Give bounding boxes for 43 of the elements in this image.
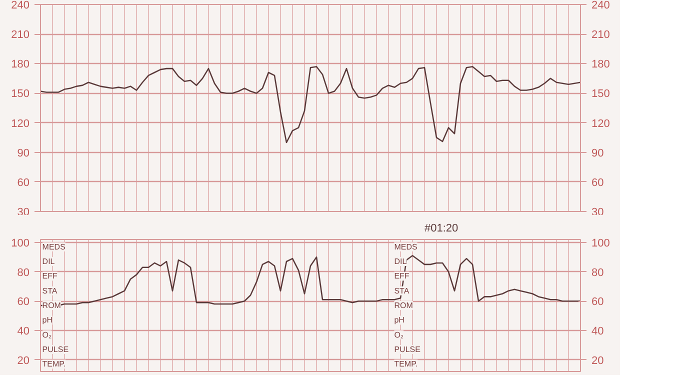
line-series	[40, 66, 580, 144]
annotation: MEDS	[394, 242, 418, 252]
annotation: DIL	[42, 257, 56, 266]
y2-tick-label: 180	[592, 58, 610, 71]
y-tick-label: 60	[17, 296, 30, 308]
y-tick-label: 180	[11, 58, 30, 71]
y2-tick-label: 60	[592, 176, 604, 189]
annotation: O₂	[394, 330, 404, 340]
y-tick-label: 210	[11, 29, 30, 42]
annotation: EFF	[394, 272, 410, 281]
annotation: MEDS	[42, 242, 66, 252]
annotation: pH	[42, 316, 53, 325]
y-tick-label: 20	[17, 354, 30, 367]
y2-tick-label: 100	[592, 237, 610, 250]
annotation: TEMP.	[394, 360, 418, 369]
y-tick-label: 150	[11, 88, 30, 100]
y-tick-label: 80	[17, 266, 30, 279]
annotation: TEMP.	[42, 360, 66, 369]
annotation: STA	[42, 286, 58, 296]
annotation: EFF	[42, 272, 58, 281]
y2-tick-label: 120	[592, 118, 610, 130]
y-tick-label: 120	[11, 118, 30, 130]
y-tick-label: 100	[11, 237, 30, 250]
y-tick-label: 40	[17, 325, 30, 338]
y2-tick-label: 240	[592, 0, 610, 12]
text: #01:20	[424, 222, 458, 234]
y2-tick-label: 40	[592, 325, 604, 338]
annotation: PULSE	[42, 345, 69, 354]
y2-tick-label: 60	[592, 296, 604, 308]
annotation: ROM	[394, 301, 414, 310]
y2-tick-label: 210	[592, 29, 610, 42]
annotation: pH	[394, 316, 405, 325]
y-tick-label: 90	[17, 147, 30, 160]
y2-tick-label: 150	[592, 88, 610, 100]
annotation: PULSE	[394, 345, 420, 354]
y2-tick-label: 90	[592, 147, 604, 160]
y-tick-label: 60	[17, 176, 30, 189]
y-tick-label: 240	[11, 0, 30, 12]
annotation: DIL	[394, 257, 408, 266]
y2-tick-label: 20	[592, 354, 604, 367]
y2-tick-label: 80	[592, 266, 604, 279]
annotation: STA	[394, 286, 410, 296]
annotation: O₂	[42, 330, 52, 340]
